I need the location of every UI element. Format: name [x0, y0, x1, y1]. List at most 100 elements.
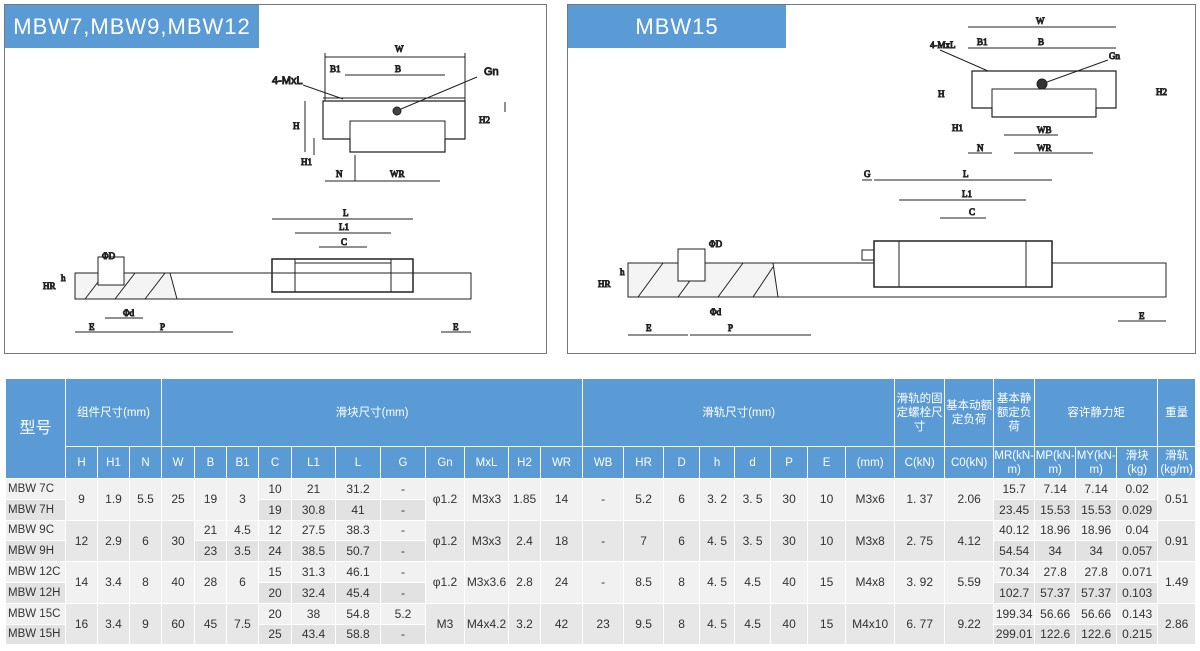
- cell-C: 25: [258, 623, 292, 646]
- cell-WB: 23: [582, 602, 625, 646]
- cell-L1: 21: [291, 478, 336, 500]
- column-header: C0(kN): [944, 446, 995, 479]
- cell-B: 19: [194, 478, 227, 521]
- cell-L: 31.2: [335, 478, 381, 500]
- cell-MR: 40.12: [993, 519, 1036, 542]
- cell-rail: 0.91: [1157, 519, 1197, 563]
- label-B1: B1: [977, 37, 988, 47]
- label-H1: H1: [952, 123, 963, 133]
- label-B1: B1: [330, 64, 341, 74]
- cell-h: 4. 5: [699, 519, 736, 563]
- cell-MR: 54.54: [993, 540, 1036, 563]
- cell-MR: 23.45: [993, 498, 1036, 521]
- cell-WB: -: [582, 519, 625, 563]
- cell-L1: 32.4: [291, 581, 336, 604]
- cell-C0: 2.06: [944, 478, 995, 521]
- cell-P: 40: [770, 561, 809, 604]
- cell-WR: 42: [539, 602, 584, 646]
- cell-D: 6: [663, 478, 701, 521]
- cell-L1: 27.5: [291, 519, 336, 542]
- cell-H2: 3.2: [508, 602, 541, 646]
- label-WR: WR: [1037, 143, 1052, 153]
- cell-B: 23: [194, 540, 227, 563]
- cell-G: -: [380, 581, 426, 604]
- cell-WR: 18: [539, 519, 584, 563]
- cell-H: 14: [65, 561, 98, 604]
- label-WB: WB: [1037, 125, 1052, 135]
- cell-WR: 24: [539, 561, 584, 604]
- cell-bolt: M4x10: [845, 602, 896, 646]
- column-header: H2: [508, 446, 541, 479]
- label-H: H: [293, 121, 300, 131]
- cell-B1: 7.5: [226, 602, 259, 646]
- cell-B1: 3: [226, 478, 259, 521]
- cell-L1: 31.3: [291, 561, 336, 583]
- label-W: W: [1036, 16, 1045, 26]
- label-D: ΦD: [102, 251, 116, 261]
- column-header: 滑轨(kg/m): [1157, 446, 1197, 479]
- column-header: L1: [291, 446, 336, 479]
- cell-D: 8: [663, 561, 701, 604]
- column-header: h: [699, 446, 736, 479]
- cell-slider: 0.029: [1116, 498, 1159, 521]
- cell-D: 6: [663, 519, 701, 563]
- cell-W: 40: [161, 561, 195, 604]
- column-header: d: [734, 446, 772, 479]
- table-row: MBW 9H 23 3.5 24 38.5 50.7-54.54 34 34 0.057: [5, 540, 1196, 563]
- cell-L: 58.8: [335, 623, 381, 646]
- cell-h: 4. 5: [699, 602, 736, 646]
- cell-model: MBW 12C: [5, 561, 66, 583]
- label-Gn: Gn: [484, 66, 499, 78]
- cell-model: MBW 15H: [5, 623, 66, 646]
- label-H2: H2: [1156, 87, 1167, 97]
- cell-HR: 8.5: [623, 561, 665, 604]
- cell-MR: 199.34: [993, 602, 1036, 625]
- cell-N: 5.5: [129, 478, 162, 521]
- column-header: 滑块(kg): [1116, 446, 1159, 479]
- cell-C0: 9.22: [944, 602, 995, 646]
- header-group: 组件尺寸(mm): [65, 378, 162, 447]
- drawing-panel-mbw15: MBW15 W B1 B 4-MxL Gn H H1 H2 WB N WR G …: [567, 4, 1196, 354]
- label-HR: HR: [43, 281, 56, 291]
- cell-C: 10: [258, 478, 292, 500]
- cell-P: 40: [770, 602, 809, 646]
- table-row: MBW 7H 19 30.8 41-23.45 15.53 15.53 0.029: [5, 498, 1196, 521]
- cell-d: 3. 5: [734, 519, 772, 563]
- column-header: Gn: [425, 446, 465, 479]
- cell-E: 10: [807, 478, 847, 521]
- cell-MY: 15.53: [1075, 498, 1118, 521]
- cell-C0: 5.59: [944, 561, 995, 604]
- cell-MP: 34: [1034, 540, 1077, 563]
- cell-Gn: φ1.2: [425, 561, 465, 604]
- cell-L: 41: [335, 498, 381, 521]
- cell-MP: 27.8: [1034, 561, 1077, 583]
- cell-MY: 57.37: [1075, 581, 1118, 604]
- cell-N: 6: [129, 519, 162, 563]
- cell-P: 30: [770, 478, 809, 521]
- label-P: P: [160, 322, 165, 332]
- cell-G: -: [380, 519, 426, 542]
- header-group: 滑轨的固定螺栓尺寸: [894, 378, 946, 447]
- column-header: WB: [582, 446, 625, 479]
- table-row: MBW 15C 16 3.4 9 60 45 7.5 20 38 54.8 5.2 M3 M4x4.2 3…: [5, 602, 1197, 646]
- cell-MxL: M3x3: [464, 478, 509, 521]
- cell-model: MBW 9C: [5, 519, 66, 542]
- cell-MxL: M3x3: [464, 519, 509, 563]
- label-MxL: 4-MxL: [272, 75, 303, 87]
- spec-table: 型号 组件尺寸(mm) 滑块尺寸(mm) 滑轨尺寸(mm) 滑轨的固定螺栓尺寸 基本动额定…: [5, 378, 1197, 646]
- column-header: C(kN): [894, 446, 946, 479]
- column-header: N: [129, 446, 162, 479]
- table-row: MBW 12C 14 3.4 8 40 28 6 15 31.3 46.1- φ1.2 M3x3.6 2…: [5, 561, 1197, 604]
- cell-G: -: [380, 478, 426, 500]
- cell-W: 30: [161, 519, 195, 563]
- label-E-right: E: [1139, 311, 1145, 321]
- cell-H2: 2.8: [508, 561, 541, 604]
- cell-C: 20: [258, 602, 292, 625]
- drawing-panel-mbw7-9-12: MBW7,MBW9,MBW12 W B1 B 4-MxL Gn H H1 H2 …: [4, 4, 547, 354]
- panel-title: MBW15: [568, 5, 786, 48]
- column-header: H: [65, 446, 98, 479]
- label-L: L: [343, 208, 349, 218]
- cell-slider: 0.02: [1116, 478, 1159, 500]
- label-E-left: E: [89, 322, 95, 332]
- label-Gn: Gn: [1109, 51, 1120, 61]
